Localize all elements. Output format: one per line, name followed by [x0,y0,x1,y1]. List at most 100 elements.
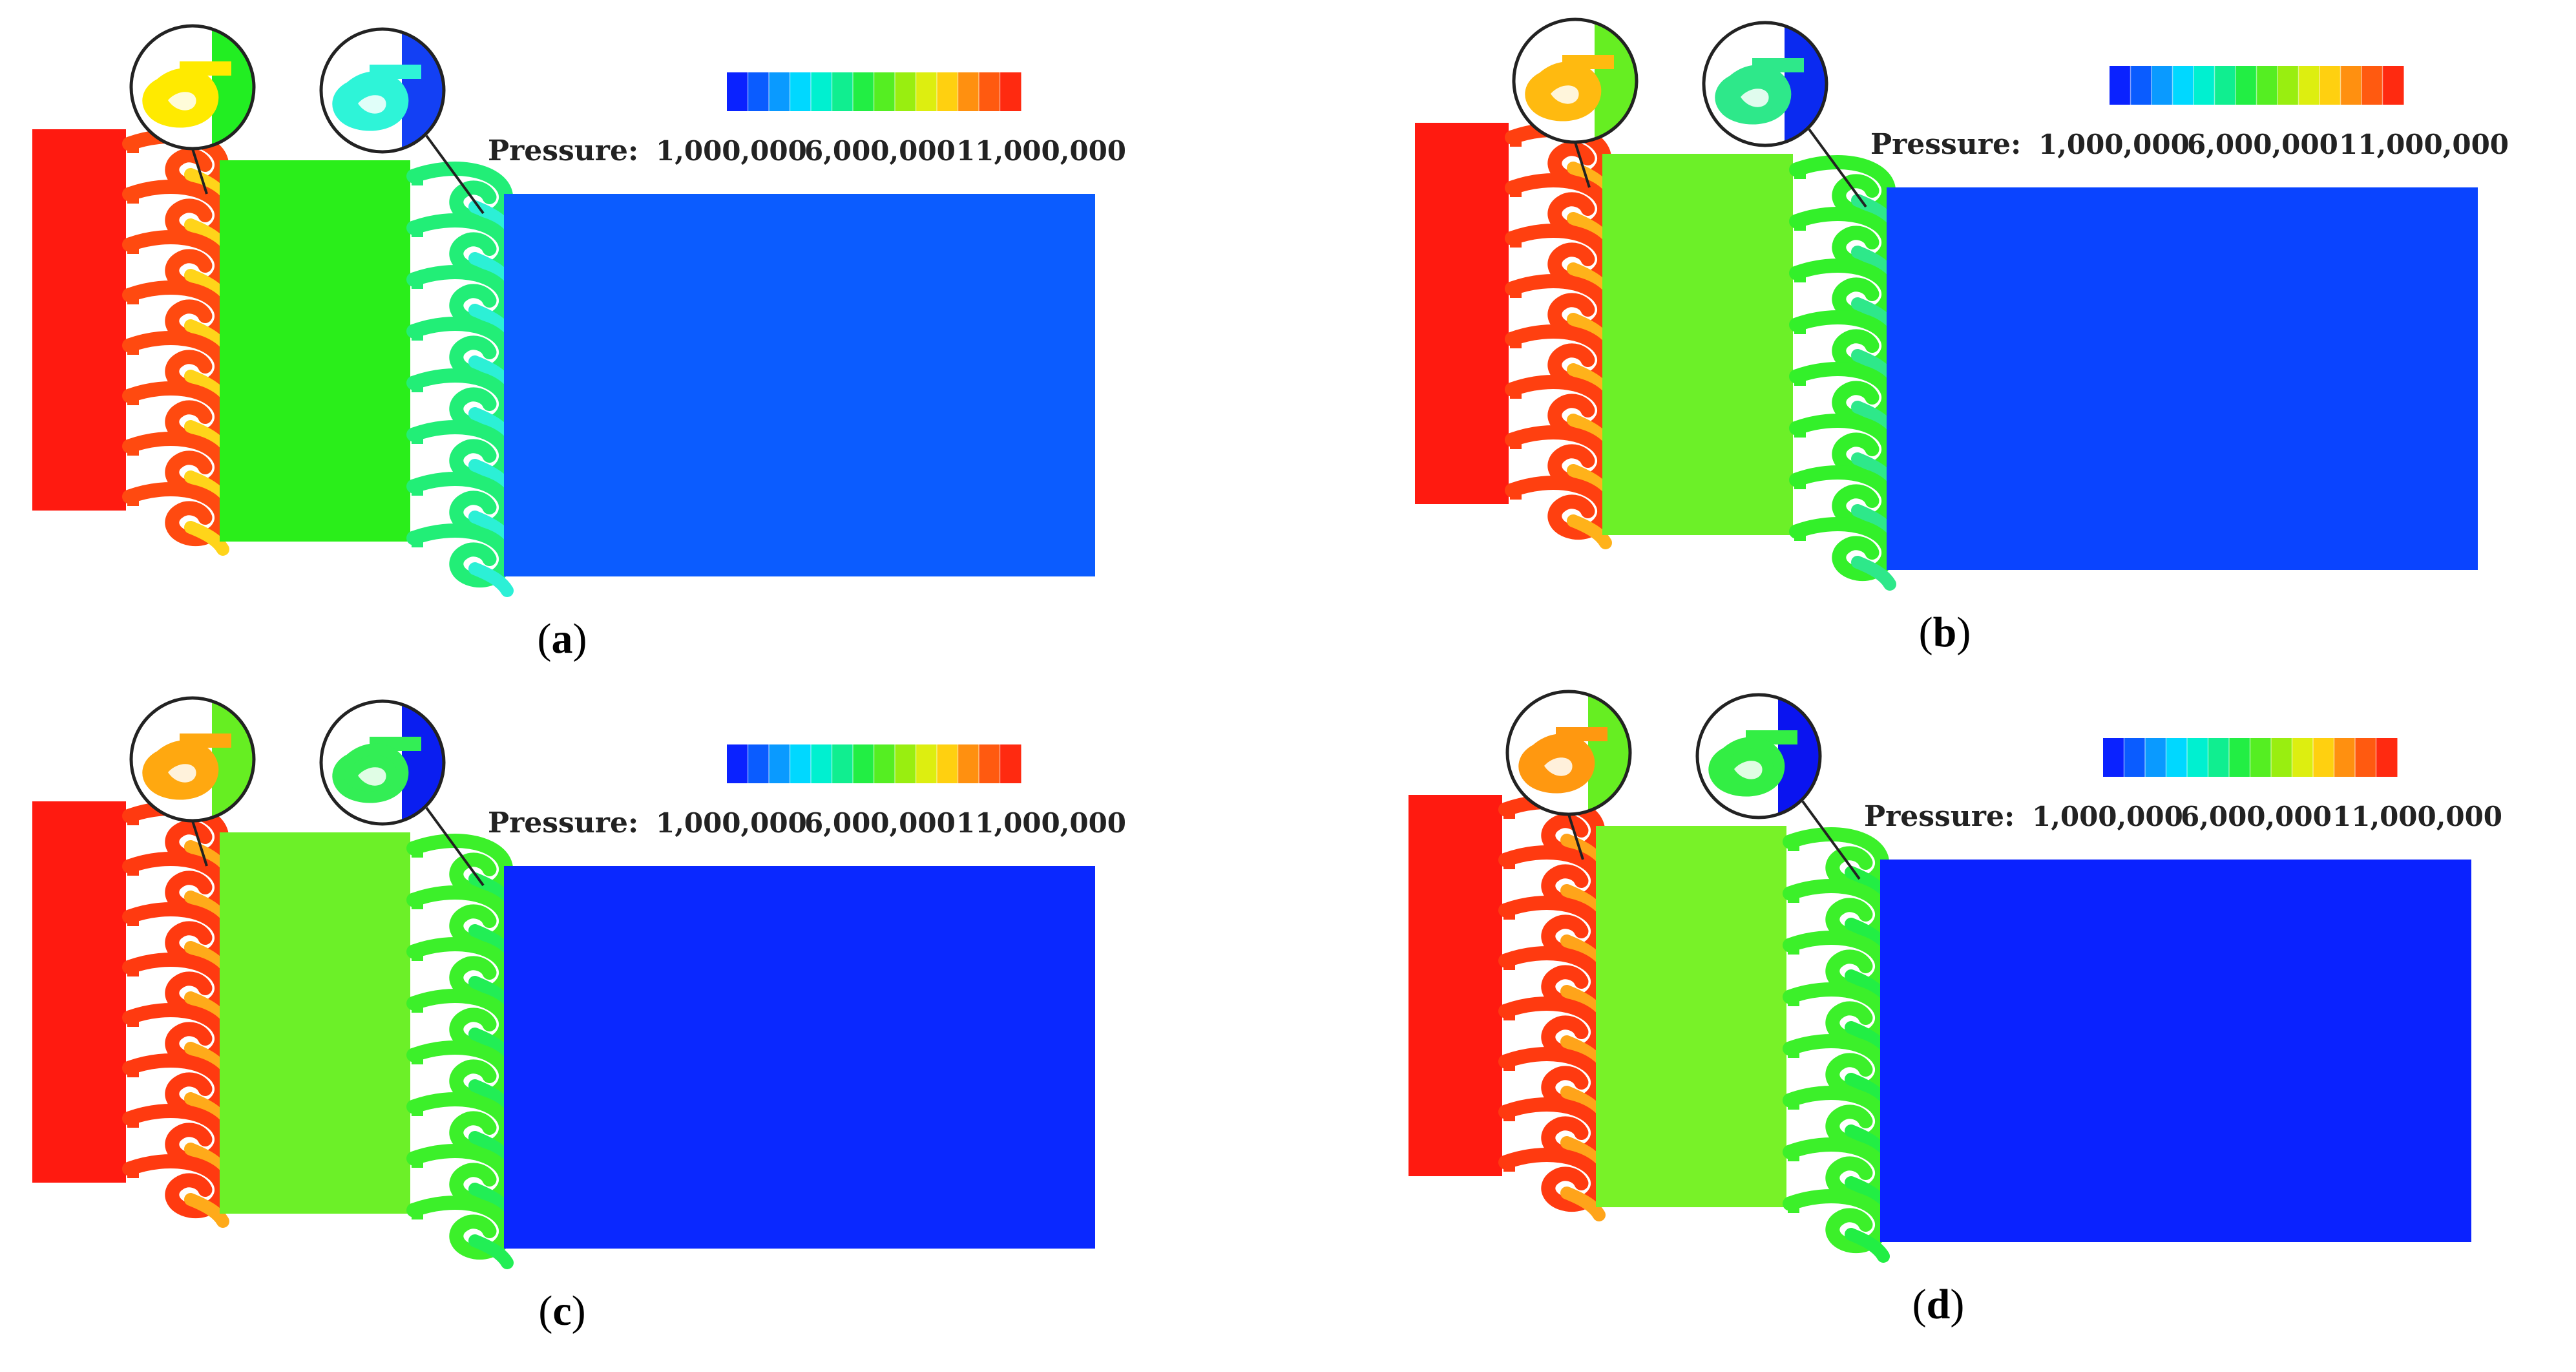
channel-tip [1567,514,1612,549]
legend-label: Pressure: [488,807,638,839]
legend-swatch [2361,66,2383,105]
zoom-teardrop-hole [1544,757,1573,776]
legend-label: Pressure: [1870,128,2021,161]
zoom2-leader-line [1808,128,1867,208]
legend-swatch [790,744,812,783]
legend-swatch [874,744,895,783]
zoom-inset-first-stage-content [1514,19,1637,142]
caption-open-paren: ( [538,615,552,662]
second-stage-channels [1783,827,1890,1263]
legend-swatch [2382,66,2404,105]
caption-open-paren: ( [538,1287,552,1335]
legend-swatch [895,744,916,783]
first-stage-channel-8 [122,1154,229,1228]
legend-swatch [2271,738,2292,777]
legend-swatch [916,72,937,111]
legend-swatch [2292,738,2314,777]
caption-open-paren: ( [1919,609,1933,656]
legend-swatch [769,72,790,111]
outlet-reservoir [504,194,1095,576]
caption-close-paren: ) [572,1287,586,1335]
zoom2-leader-line [1801,800,1861,880]
first-stage-channels [122,801,229,1228]
legend-swatch [853,744,874,783]
zoom-outline [1702,21,1828,147]
legend-swatch [748,744,770,783]
legend-label: Pressure: [488,134,638,167]
legend-swatch [790,72,812,111]
legend-tick-label: 11,000,000 [956,807,1126,839]
legend-swatch [1000,744,1021,783]
panel-caption: (b) [1919,609,1971,656]
caption-letter: c [552,1287,571,1335]
middle-chamber [220,160,410,542]
legend-swatch [2278,66,2299,105]
zoom-inset-first-stage-content [1507,691,1630,814]
panel-caption: (d) [1912,1281,1965,1328]
legend-swatch [2103,738,2124,777]
zoom-teardrop-hole [168,764,196,783]
zoom-inset-first-stage [1512,17,1639,144]
middle-chamber [1596,826,1786,1207]
zoom-outline [319,699,446,826]
legend-swatch [853,72,874,111]
caption-close-paren: ) [1950,1281,1964,1328]
legend-swatch [2130,66,2152,105]
legend-swatch [2319,66,2341,105]
first-stage-channel-8 [1505,476,1612,549]
legend-swatch [2250,738,2272,777]
legend-swatch [2236,66,2257,105]
legend-label: Pressure: [1864,800,2015,833]
legend-swatch [2124,738,2146,777]
caption-letter: b [1933,609,1957,656]
second-stage-channels [406,834,514,1269]
channel-tip [468,562,514,597]
zoom-outline [129,696,256,823]
legend-swatch [2334,738,2356,777]
second-stage-channel-8 [1789,517,1896,591]
legend-tick-label: 6,000,000 [804,135,956,167]
legend-swatch [2145,738,2166,777]
legend-swatch [979,72,1000,111]
zoom-teardrop-hole [1551,85,1579,104]
outlet-reservoir [1880,860,2471,1242]
zoom-inset-first-stage [129,24,256,151]
caption-close-paren: ) [573,615,587,662]
legend-swatch [2313,738,2334,777]
zoom-inset-first-stage [1505,690,1632,816]
legend-swatch [811,72,832,111]
legend-swatch [727,72,748,111]
zoom-outline [319,27,446,154]
middle-chamber [220,832,410,1214]
legend-swatch [937,72,958,111]
inlet-reservoir [32,801,126,1183]
channel-tip [468,1234,514,1269]
legend-swatch [958,72,979,111]
zoom2-leader-line [425,134,485,215]
zoom-teardrop-hole [358,767,386,786]
channel-tip [1851,556,1896,591]
legend-swatch [2110,66,2131,105]
legend-swatch [2194,66,2215,105]
legend-swatch [2298,66,2320,105]
legend-swatch [2172,66,2194,105]
legend-tick-label: 1,000,000 [2032,801,2183,832]
legend-swatch [727,744,748,783]
channel-tip [184,1193,229,1228]
channel-tip [1845,1228,1890,1263]
zoom-inset-second-stage-content [1704,23,1827,145]
panel-caption: (c) [538,1287,585,1335]
zoom-inset-first-stage [129,696,256,823]
legend-swatch [1000,72,1021,111]
first-stage-channel-8 [1498,1148,1606,1221]
zoom-inset-second-stage-content [321,29,444,152]
legend-swatch [2187,738,2208,777]
legend-tick-label: 11,000,000 [2332,801,2502,832]
